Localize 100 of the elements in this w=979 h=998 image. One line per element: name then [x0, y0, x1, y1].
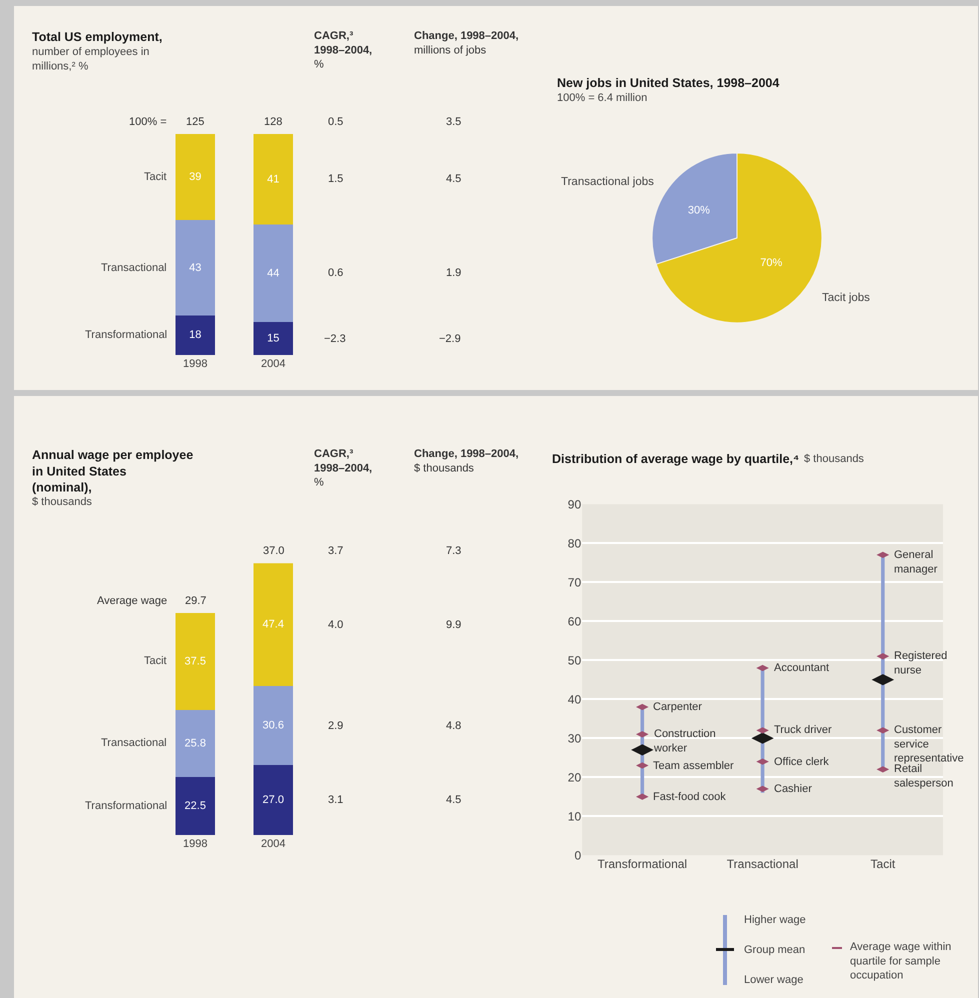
- y-tick-label: 30: [568, 731, 582, 746]
- annotation: Accountant: [774, 662, 830, 674]
- data-label: 15: [267, 332, 280, 345]
- y-tick-label: 40: [568, 692, 582, 706]
- chart-subtitle: $ thousands: [804, 453, 864, 465]
- text: 7.3: [446, 545, 462, 557]
- series-label: Transformational: [85, 329, 168, 341]
- series-label: Tacit: [144, 171, 167, 183]
- annotation: Truck driver: [774, 724, 832, 736]
- data-label: 43: [189, 262, 202, 274]
- text: 3.1: [328, 794, 344, 806]
- slice-label: Transactional jobs: [561, 176, 654, 188]
- annotation: Construction worker: [653, 728, 716, 754]
- text: 4.0: [328, 619, 344, 631]
- bar: [175, 134, 216, 220]
- annotation: Registered nurse: [894, 650, 948, 676]
- annotation: 29.7: [185, 595, 206, 607]
- x-tick-label: Transformational: [597, 857, 688, 872]
- text: 125: [186, 116, 204, 128]
- chart-subtitle: number of employees in millions,² %: [32, 46, 150, 72]
- y-tick-label: 50: [568, 653, 582, 668]
- text: 128: [264, 116, 282, 128]
- text: CAGR,³ 1998–2004, %: [314, 30, 372, 71]
- annotation: Average wage: [97, 595, 168, 607]
- data-label: 47.4: [262, 618, 284, 631]
- text: 1.9: [446, 267, 462, 279]
- annotation: Team assembler: [653, 760, 734, 772]
- annotation: Cashier: [774, 783, 812, 795]
- data-label: 41: [267, 173, 280, 186]
- y-tick-label: 0: [574, 848, 582, 862]
- chart-title: Total US employment,: [32, 30, 162, 44]
- annotation: Office clerk: [774, 756, 830, 768]
- text: −2.9: [439, 333, 461, 345]
- text: Group mean: [744, 944, 806, 956]
- text: Change, 1998–2004, $ thousands: [414, 448, 519, 474]
- series-label: Transactional: [101, 262, 167, 274]
- bar: [175, 220, 216, 316]
- bar: [175, 315, 216, 356]
- series-label: Tacit: [144, 655, 167, 667]
- text: −2.3: [324, 333, 346, 345]
- text: 1.5: [328, 173, 344, 185]
- data-label: 70%: [760, 256, 782, 269]
- text: 0.6: [328, 267, 344, 279]
- text: CAGR,³ 1998–2004, %: [314, 448, 372, 489]
- text: 0.5: [328, 116, 344, 128]
- x-tick-label: Transactional: [726, 857, 798, 872]
- annotation: Retail salesperson: [894, 763, 954, 790]
- y-tick-label: 60: [568, 614, 582, 628]
- text: 4.8: [446, 720, 462, 732]
- text: 100% =: [129, 116, 167, 128]
- bar: [253, 686, 294, 766]
- y-tick-label: 70: [568, 575, 582, 590]
- data-label: 44: [267, 267, 280, 280]
- text: Lower wage: [744, 974, 804, 986]
- y-tick-label: 10: [568, 809, 582, 824]
- text: 3.5: [446, 116, 462, 128]
- bar: [253, 563, 294, 686]
- data-label: 27.0: [262, 794, 284, 806]
- text: Higher wage: [744, 914, 806, 926]
- y-tick-label: 90: [568, 497, 582, 512]
- text: 4.5: [446, 173, 462, 185]
- text: Average wage within quartile for sample occupation: [850, 941, 952, 982]
- series-label: Transactional: [101, 737, 167, 749]
- bar: [253, 322, 294, 356]
- bar: [253, 224, 294, 322]
- annotation: Carpenter: [653, 701, 702, 713]
- chart-title: Distribution of average wage by quartile,⁴: [552, 452, 800, 466]
- y-tick-label: 80: [568, 536, 582, 550]
- text: $ thousands: [32, 496, 92, 508]
- chart-title: Annual wage per employee in United States (nominal),: [32, 448, 194, 494]
- text: 3.7: [328, 545, 344, 557]
- bar: [253, 134, 294, 225]
- bar: [253, 765, 294, 836]
- annotation: Customer service representative: [894, 724, 964, 765]
- chart-title: New jobs in United States, 1998–2004: [557, 76, 780, 90]
- x-tick-label: 2004: [261, 838, 286, 850]
- text: 9.9: [446, 619, 462, 631]
- x-tick-label: 1998: [183, 838, 208, 850]
- text: 2.9: [328, 720, 344, 732]
- annotation: Fast-food cook: [653, 791, 726, 803]
- bar: [175, 776, 216, 836]
- data-label: 25.8: [184, 737, 206, 750]
- slice-label: Tacit jobs: [822, 292, 870, 304]
- series-label: Transformational: [85, 800, 168, 812]
- chart-subtitle: 100% = 6.4 million: [557, 92, 648, 104]
- text: 37.0: [263, 545, 284, 557]
- data-label: 30.6: [262, 720, 284, 732]
- y-tick-label: 20: [568, 770, 582, 784]
- data-label: 30%: [688, 204, 710, 216]
- pie-slice: [656, 152, 822, 324]
- bar: [175, 612, 216, 710]
- text: Change, 1998–2004, millions of jobs: [414, 30, 519, 56]
- x-tick-label: Tacit: [870, 857, 896, 872]
- data-label: 22.5: [184, 800, 206, 812]
- annotation: General manager: [894, 549, 938, 576]
- data-label: 39: [189, 171, 202, 184]
- x-tick-label: 1998: [183, 358, 208, 370]
- data-label: 18: [189, 329, 202, 342]
- text: 4.5: [446, 794, 462, 806]
- bar: [175, 710, 216, 777]
